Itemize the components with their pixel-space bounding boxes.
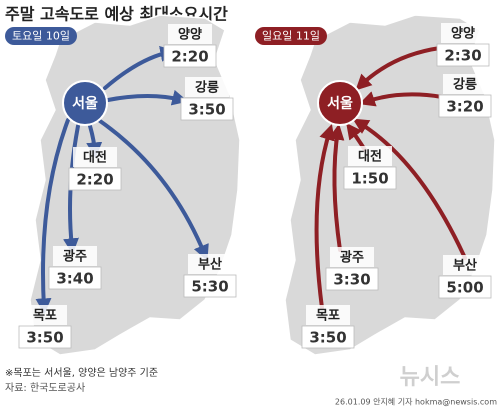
hub-circle — [62, 80, 108, 126]
route-arrow — [355, 46, 442, 91]
hub-circle — [317, 80, 363, 126]
destination-time-bg — [301, 325, 355, 349]
credit: 26.01.09 안지혜 기자 hokma@newsis.com — [335, 397, 497, 407]
route-arrow — [328, 123, 345, 252]
destination-name-bg — [348, 146, 392, 166]
destination-name-bg — [73, 147, 117, 167]
destination-name: 부산 — [198, 257, 222, 273]
hub-label: 서울 — [72, 95, 98, 112]
destination-time: 1:50 — [351, 170, 388, 188]
destination-name: 부산 — [453, 258, 477, 274]
route-arrow — [106, 89, 189, 106]
source: 자료: 한국도로공사 — [5, 382, 85, 394]
date-tag: 일요일 11일 — [262, 29, 320, 43]
destination-name-bg — [443, 74, 487, 94]
destination-time: 2:30 — [444, 47, 481, 65]
footnote: ※목포는 서서울, 양양은 남양주 기준 — [5, 367, 158, 379]
date-tag: 토요일 10일 — [12, 29, 70, 43]
route-arrow — [352, 118, 467, 260]
destination-time: 2:20 — [76, 171, 113, 189]
destination-name: 대전 — [83, 150, 107, 166]
destination-name: 광주 — [340, 251, 364, 266]
destination-time: 3:40 — [56, 270, 93, 288]
destination-time-bg — [18, 325, 72, 349]
destination-time-bg — [438, 275, 492, 299]
destination-name: 강릉 — [195, 80, 219, 96]
destination-name-bg — [441, 23, 485, 43]
destination-time-bg — [438, 94, 492, 118]
destination-name-bg — [168, 24, 212, 44]
destination-name: 목포 — [33, 309, 57, 324]
destination-time-bg — [163, 44, 217, 68]
destination-name: 양양 — [451, 27, 475, 42]
destination-time-bg — [180, 97, 234, 121]
destination-time-bg — [48, 266, 102, 290]
destination-time-bg — [325, 267, 379, 291]
date-tag-bg — [255, 27, 327, 45]
destination-time: 3:50 — [188, 101, 225, 119]
destination-name-bg — [330, 247, 374, 267]
route-arrow — [35, 118, 70, 315]
destination-name: 대전 — [358, 149, 382, 165]
destination-time: 3:50 — [309, 329, 346, 347]
destination-name-bg — [443, 255, 487, 275]
destination-time-bg — [343, 166, 397, 190]
destination-time: 5:30 — [191, 278, 228, 296]
route-arrow — [314, 123, 335, 310]
destination-time: 3:20 — [446, 98, 483, 116]
destination-name-bg — [23, 305, 67, 325]
destination-name: 광주 — [63, 250, 87, 265]
destination-time-bg — [436, 43, 490, 67]
destination-name-bg — [185, 77, 229, 97]
destination-name: 강릉 — [453, 77, 477, 93]
destination-time-bg — [68, 167, 122, 191]
destination-name-bg — [188, 254, 232, 274]
destination-name-bg — [306, 305, 350, 325]
destination-time: 5:00 — [446, 279, 483, 297]
destination-name: 양양 — [178, 28, 202, 43]
route-arrow — [358, 91, 444, 107]
destination-time: 2:20 — [171, 48, 208, 66]
destination-time-bg — [183, 274, 237, 298]
destination-time: 3:50 — [26, 329, 63, 347]
destination-time: 3:30 — [333, 271, 370, 289]
destination-name: 목포 — [316, 309, 340, 324]
date-tag-bg — [5, 27, 77, 45]
route-arrow — [98, 119, 209, 261]
watermark: 뉴시스 — [400, 365, 461, 390]
hub-label: 서울 — [327, 95, 353, 112]
destination-name-bg — [53, 246, 97, 266]
